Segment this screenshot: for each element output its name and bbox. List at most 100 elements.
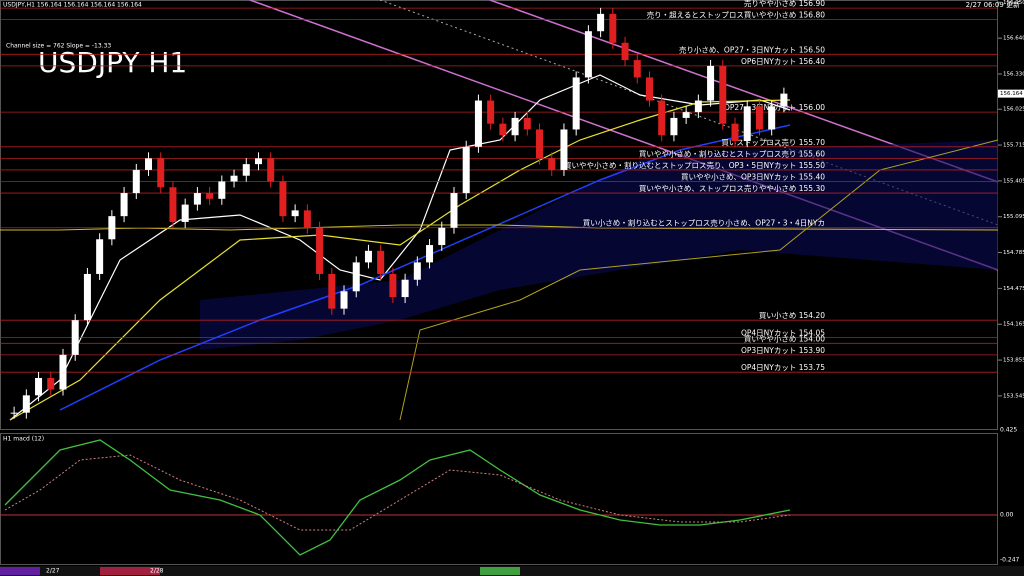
current-price: 156.164 <box>1000 91 1023 97</box>
candle <box>96 239 104 274</box>
candle <box>316 227 324 274</box>
candle <box>377 250 385 274</box>
candle <box>181 204 189 222</box>
price-tick-label: 155.715 <box>1003 143 1024 149</box>
price-tick-label: 153.545 <box>1003 393 1024 399</box>
macd-axis: -0.247 <box>1000 557 1020 564</box>
date: 2/28 <box>150 568 164 575</box>
candle <box>59 354 67 390</box>
candle <box>22 395 30 413</box>
candle <box>218 181 226 199</box>
level-label: 買いやや小さめ・割り込むとストップロス売り、OP3・5日NYカット 155.50 <box>564 160 825 170</box>
candle <box>511 117 519 136</box>
candle <box>487 100 495 124</box>
candle <box>71 320 79 355</box>
ma-slow <box>59 124 791 411</box>
candle <box>267 158 275 182</box>
date: 2/27 <box>46 568 60 575</box>
price-tick-label: 156.025 <box>1003 107 1024 113</box>
candle <box>707 65 715 101</box>
ma-fast <box>9 74 791 421</box>
price-tick-label: 156.640 <box>1003 36 1024 42</box>
price-tag <box>998 89 1024 98</box>
candle <box>474 100 482 147</box>
price-tick-label: 154.475 <box>1003 286 1024 292</box>
candle <box>670 117 678 136</box>
level-label: 買いやや小さめ、OP3日NYカット 155.40 <box>681 172 825 181</box>
candle <box>352 262 360 292</box>
candle <box>658 100 666 136</box>
session <box>100 567 160 575</box>
candle <box>413 262 421 280</box>
candle <box>83 273 91 321</box>
symbol-line: USDJPY,H1 156.164 156.164 156.164 156.16… <box>3 2 142 9</box>
candle <box>731 123 739 142</box>
level-label: 売りやや小さめ 156.90 <box>744 0 825 8</box>
candle <box>193 193 201 205</box>
session <box>480 567 520 575</box>
channel-info: Channel size = 762 Slope = -13.33 <box>6 43 111 50</box>
candle <box>291 210 299 217</box>
candle <box>621 42 629 61</box>
candle <box>768 106 776 130</box>
candle <box>132 169 140 194</box>
candle <box>780 93 788 107</box>
price-tick-label: 156.950 <box>1003 0 1024 6</box>
candle <box>401 279 409 298</box>
level-label: 買いストップロス売り 155.70 <box>721 137 825 147</box>
level-label: 買い小さめ 154.20 <box>759 311 825 320</box>
candle <box>450 193 458 228</box>
candle <box>755 106 763 130</box>
price-tick-label: 154.165 <box>1003 322 1024 328</box>
macd-frame <box>0 433 998 565</box>
candle <box>536 129 544 159</box>
level-label: OP6日NYカット 156.40 <box>741 57 825 66</box>
candle <box>572 77 580 130</box>
level-label: OP4日NYカット 153.75 <box>741 363 825 372</box>
candle <box>340 291 348 309</box>
candle <box>719 65 727 124</box>
level-label: 売り・超えるとストップロス買いやや小さめ 156.80 <box>647 10 826 20</box>
macd-line <box>4 439 791 556</box>
candle <box>548 158 556 170</box>
level-label: 買いやや小さめ、ストップロス売りやや小さめ 155.30 <box>639 183 825 193</box>
candle <box>254 158 262 165</box>
macd-axis: 0.425 <box>1000 427 1017 434</box>
cloud <box>200 140 998 350</box>
level-label: OP3日NYカット 153.90 <box>741 346 825 355</box>
big-title: USDJPY H1 <box>38 46 187 79</box>
price-tick-label: 155.095 <box>1003 214 1024 220</box>
level-label: 買いやや小さめ 154.00 <box>744 334 825 343</box>
candle <box>694 100 702 113</box>
candle <box>523 117 531 130</box>
updated: 2/27 06:09 更新 <box>966 0 1020 9</box>
macd-signal <box>4 454 791 531</box>
candle <box>328 273 336 309</box>
candle <box>242 164 250 176</box>
candle <box>120 193 128 217</box>
session <box>0 567 40 575</box>
candle <box>426 245 434 263</box>
candle <box>157 158 165 188</box>
candle <box>633 60 641 78</box>
price-tick-label: 153.855 <box>1003 358 1024 364</box>
candle <box>10 412 18 414</box>
candle <box>682 112 690 118</box>
price-tick-label: 155.405 <box>1003 178 1024 184</box>
level-label: OP4日NYカット 154.05 <box>741 329 825 338</box>
candle <box>597 13 605 32</box>
span-line <box>399 139 999 421</box>
candle <box>47 377 55 390</box>
candle <box>438 227 446 246</box>
macd-axis: 0.00 <box>1000 512 1014 519</box>
candle <box>584 31 592 78</box>
candle <box>645 77 653 101</box>
candle <box>145 158 153 170</box>
macd-label: H1 macd (12) <box>3 436 44 443</box>
candle <box>303 210 311 228</box>
candle <box>364 250 372 263</box>
level-label: 買い小さめ・割り込むとストップロス売り小さめ、OP27・3・4日NYカ <box>583 218 825 228</box>
candle <box>35 377 43 396</box>
candle <box>743 106 751 142</box>
